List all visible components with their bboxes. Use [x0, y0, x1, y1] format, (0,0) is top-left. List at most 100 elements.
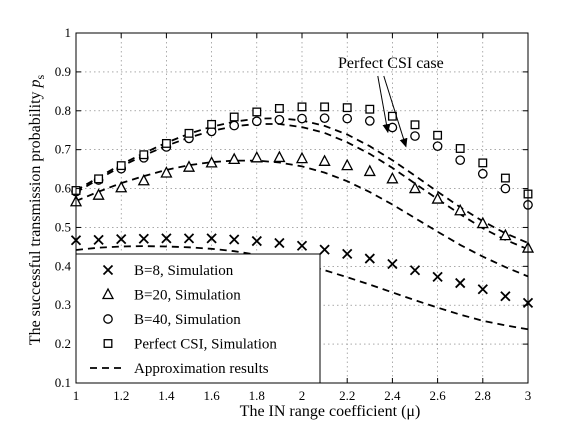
- cross-marker: [364, 253, 375, 264]
- x-tick-label: 2.6: [429, 388, 446, 403]
- x-tick-label: 1: [73, 388, 80, 403]
- square-marker: [342, 103, 352, 113]
- legend-label: B=20, Simulation: [134, 288, 241, 304]
- triangle-marker: [273, 150, 286, 163]
- triangle-marker: [341, 158, 354, 171]
- cross-stroke: [342, 248, 353, 260]
- x-tick-label: 1.8: [249, 388, 265, 403]
- square-marker: [103, 339, 113, 348]
- cross-stroke: [364, 253, 375, 264]
- circle-marker: [103, 314, 113, 324]
- cross-stroke: [319, 244, 330, 255]
- y-tick-label: 0.8: [55, 103, 71, 118]
- cross-marker: [93, 234, 104, 246]
- axis-ticks: 1 1.2 1.4 1.6 1.8 2 2.2 2.4 2.6 2.8 3 0.1 0.2 0.3 0.4 0…: [55, 25, 532, 403]
- triangle-marker: [454, 203, 467, 216]
- y-tick-label: 0.1: [55, 375, 71, 390]
- y-tick-label: 0.2: [55, 336, 71, 351]
- square-marker: [252, 107, 262, 117]
- circle-marker: [500, 183, 511, 194]
- cross-marker: [432, 271, 443, 282]
- legend-label: Perfect CSI, Simulation: [134, 337, 277, 353]
- circle-marker: [432, 141, 443, 152]
- cross-stroke: [102, 264, 114, 276]
- legend-item: Perfect CSI, Simulation: [103, 337, 277, 353]
- triangle-marker: [228, 152, 241, 165]
- circle-marker: [410, 131, 420, 141]
- approximation-curve: [75, 123, 529, 251]
- legend-box: [75, 253, 321, 384]
- triangle-marker: [137, 173, 150, 186]
- legend-label: B=8, Simulation: [134, 263, 234, 279]
- approximation-curve: [75, 245, 529, 331]
- cross-stroke: [206, 233, 217, 244]
- x-tick-label: 2.8: [475, 388, 491, 403]
- triangle-marker: [92, 188, 105, 200]
- x-axis-label: The IN range coefficient (μ): [240, 403, 421, 420]
- annotation-text: Perfect CSI case: [338, 55, 444, 72]
- triangle-marker: [431, 192, 444, 204]
- y-axis-label-main: The successful transmission probability: [27, 91, 44, 345]
- square-marker: [365, 104, 375, 114]
- cross-stroke: [455, 277, 466, 289]
- x-tick-label: 1.6: [203, 388, 220, 403]
- triangle-marker: [363, 164, 376, 177]
- cross-stroke: [296, 240, 308, 251]
- square-marker: [94, 174, 104, 184]
- triangle-marker: [386, 171, 399, 184]
- legend-item: B=40, Simulation: [103, 312, 241, 328]
- cross-marker: [387, 258, 398, 270]
- square-marker: [161, 138, 171, 148]
- cross-stroke: [274, 237, 285, 249]
- cross-marker: [455, 277, 466, 289]
- square-marker: [116, 161, 126, 171]
- circle-marker: [364, 116, 375, 126]
- cross-stroke: [500, 291, 511, 302]
- cross-stroke: [229, 234, 240, 245]
- circle-marker: [251, 116, 262, 127]
- cross-marker: [138, 233, 149, 244]
- y-axis-label-subscript: s: [33, 74, 47, 79]
- cross-marker: [342, 248, 353, 260]
- cross-marker: [183, 233, 195, 244]
- triangle-marker: [160, 166, 173, 178]
- cross-stroke: [183, 233, 195, 244]
- annotation-arrow: [377, 75, 391, 134]
- cross-marker: [161, 233, 172, 244]
- square-marker: [207, 119, 217, 129]
- triangle-marker: [182, 160, 196, 172]
- square-marker: [274, 103, 284, 113]
- x-tick-label: 2: [299, 388, 306, 403]
- circle-marker: [455, 155, 466, 166]
- y-tick-label: 0.9: [55, 64, 71, 79]
- circle-marker: [319, 113, 330, 124]
- square-marker: [500, 173, 510, 183]
- x-tick-label: 1.4: [158, 388, 175, 403]
- legend-item: B=20, Simulation: [101, 287, 241, 304]
- x-tick-label: 3: [525, 388, 532, 403]
- square-marker: [139, 150, 149, 160]
- cross-stroke: [409, 265, 421, 276]
- annotation-arrow: [383, 75, 408, 148]
- square-marker: [229, 112, 239, 122]
- cross-stroke: [93, 234, 104, 246]
- x-tick-label: 1.2: [113, 388, 129, 403]
- square-marker: [455, 144, 465, 153]
- cross-marker: [274, 237, 285, 249]
- circle-marker: [477, 168, 488, 179]
- cross-stroke: [116, 233, 127, 245]
- cross-marker: [229, 234, 240, 245]
- triangle-marker: [115, 180, 128, 193]
- cross-marker: [477, 284, 488, 295]
- cross-stroke: [477, 284, 488, 295]
- circle-marker: [387, 122, 398, 133]
- triangle-marker: [101, 287, 115, 300]
- y-tick-label: 1: [65, 25, 72, 40]
- cross-marker: [500, 291, 511, 302]
- triangle-marker: [318, 154, 331, 166]
- cross-marker: [102, 264, 114, 276]
- x-tick-label: 2.2: [339, 388, 355, 403]
- y-tick-label: 0.5: [55, 219, 71, 234]
- data-markers: [69, 102, 535, 309]
- square-marker: [320, 102, 330, 112]
